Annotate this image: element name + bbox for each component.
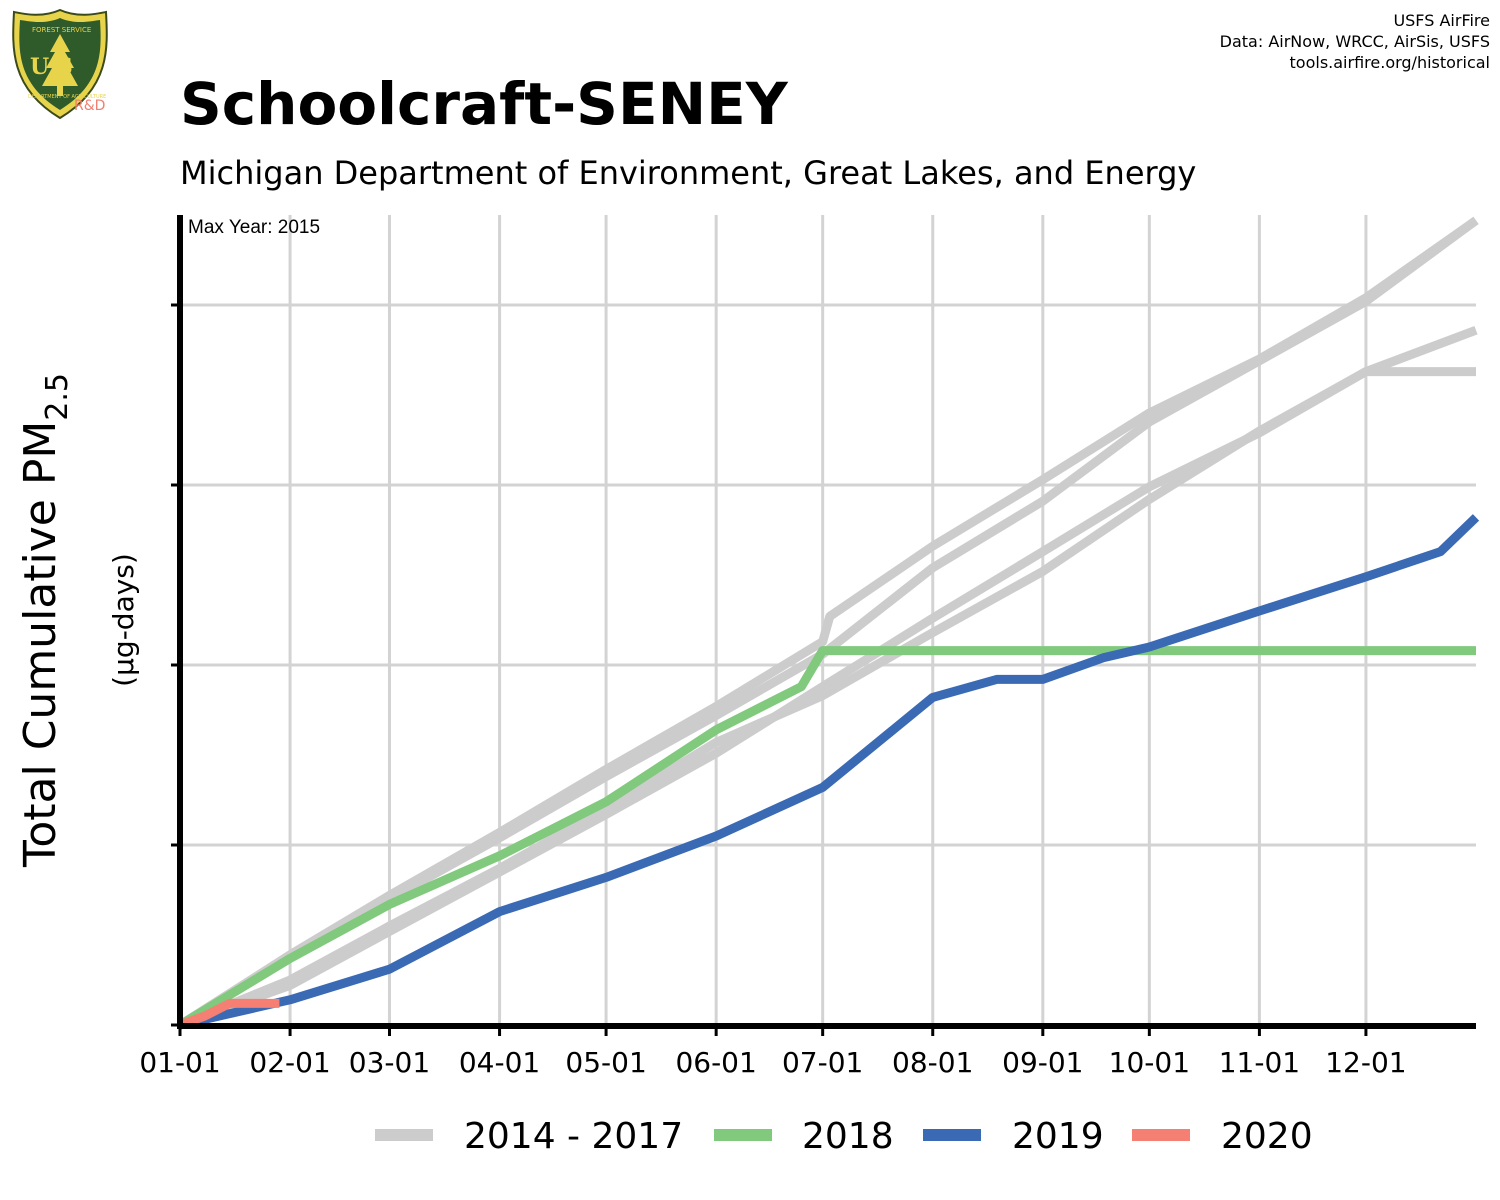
rd-badge: R&D (74, 98, 106, 114)
series-line (177, 646, 1476, 1029)
credit-line: USFS AirFire (1393, 11, 1490, 30)
legend-label: 2018 (802, 1116, 894, 1157)
x-tick-label: 06-01 (675, 1046, 756, 1079)
x-tick-label: 03-01 (349, 1046, 430, 1079)
x-tick-label: 12-01 (1325, 1046, 1406, 1079)
legend-label: 2014 - 2017 (464, 1116, 683, 1157)
x-tick-label: 05-01 (565, 1046, 646, 1079)
x-tick-label: 02-01 (249, 1046, 330, 1079)
svg-text:U S: U S (30, 54, 73, 80)
credits-block: USFS AirFire Data: AirNow, WRCC, AirSis,… (1220, 10, 1490, 73)
usfs-shield-logo: U S FOREST SERVICE DEPARTMENT OF AGRICUL… (8, 8, 112, 120)
x-tick-label: 01-01 (139, 1046, 220, 1079)
y-axis-units: (µg-days) (107, 553, 140, 687)
y-axis-title: Total Cumulative PM2.5 (15, 373, 75, 868)
chart-title: Schoolcraft-SENEY (180, 70, 788, 138)
x-tick-label: 10-01 (1109, 1046, 1190, 1079)
max-year-annotation: Max Year: 2015 (188, 217, 320, 238)
x-tick-label: 07-01 (782, 1046, 863, 1079)
chart-subtitle: Michigan Department of Environment, Grea… (180, 154, 1197, 192)
credit-line: tools.airfire.org/historical (1289, 53, 1490, 72)
credit-line: Data: AirNow, WRCC, AirSis, USFS (1219, 32, 1490, 51)
svg-text:DEPARTMENT OF AGRICULTURE: DEPARTMENT OF AGRICULTURE (28, 94, 106, 100)
y-axis-title-main: Total Cumulative PM (15, 421, 66, 868)
x-tick-label: 04-01 (459, 1046, 540, 1079)
series-line (178, 367, 1476, 1030)
x-tick-label: 11-01 (1219, 1046, 1300, 1079)
legend-label: 2020 (1221, 1116, 1313, 1157)
x-tick-label: 09-01 (1002, 1046, 1083, 1079)
forest-service-shield-icon: U S FOREST SERVICE DEPARTMENT OF AGRICUL… (12, 8, 108, 120)
svg-text:FOREST SERVICE: FOREST SERVICE (32, 26, 91, 34)
series-line (178, 998, 280, 1030)
series-line (178, 514, 1480, 1030)
x-tick-label: 08-01 (892, 1046, 973, 1079)
legend-label: 2019 (1012, 1116, 1104, 1157)
y-axis-title-subscript: 2.5 (40, 373, 75, 421)
series-line (178, 325, 1478, 1030)
